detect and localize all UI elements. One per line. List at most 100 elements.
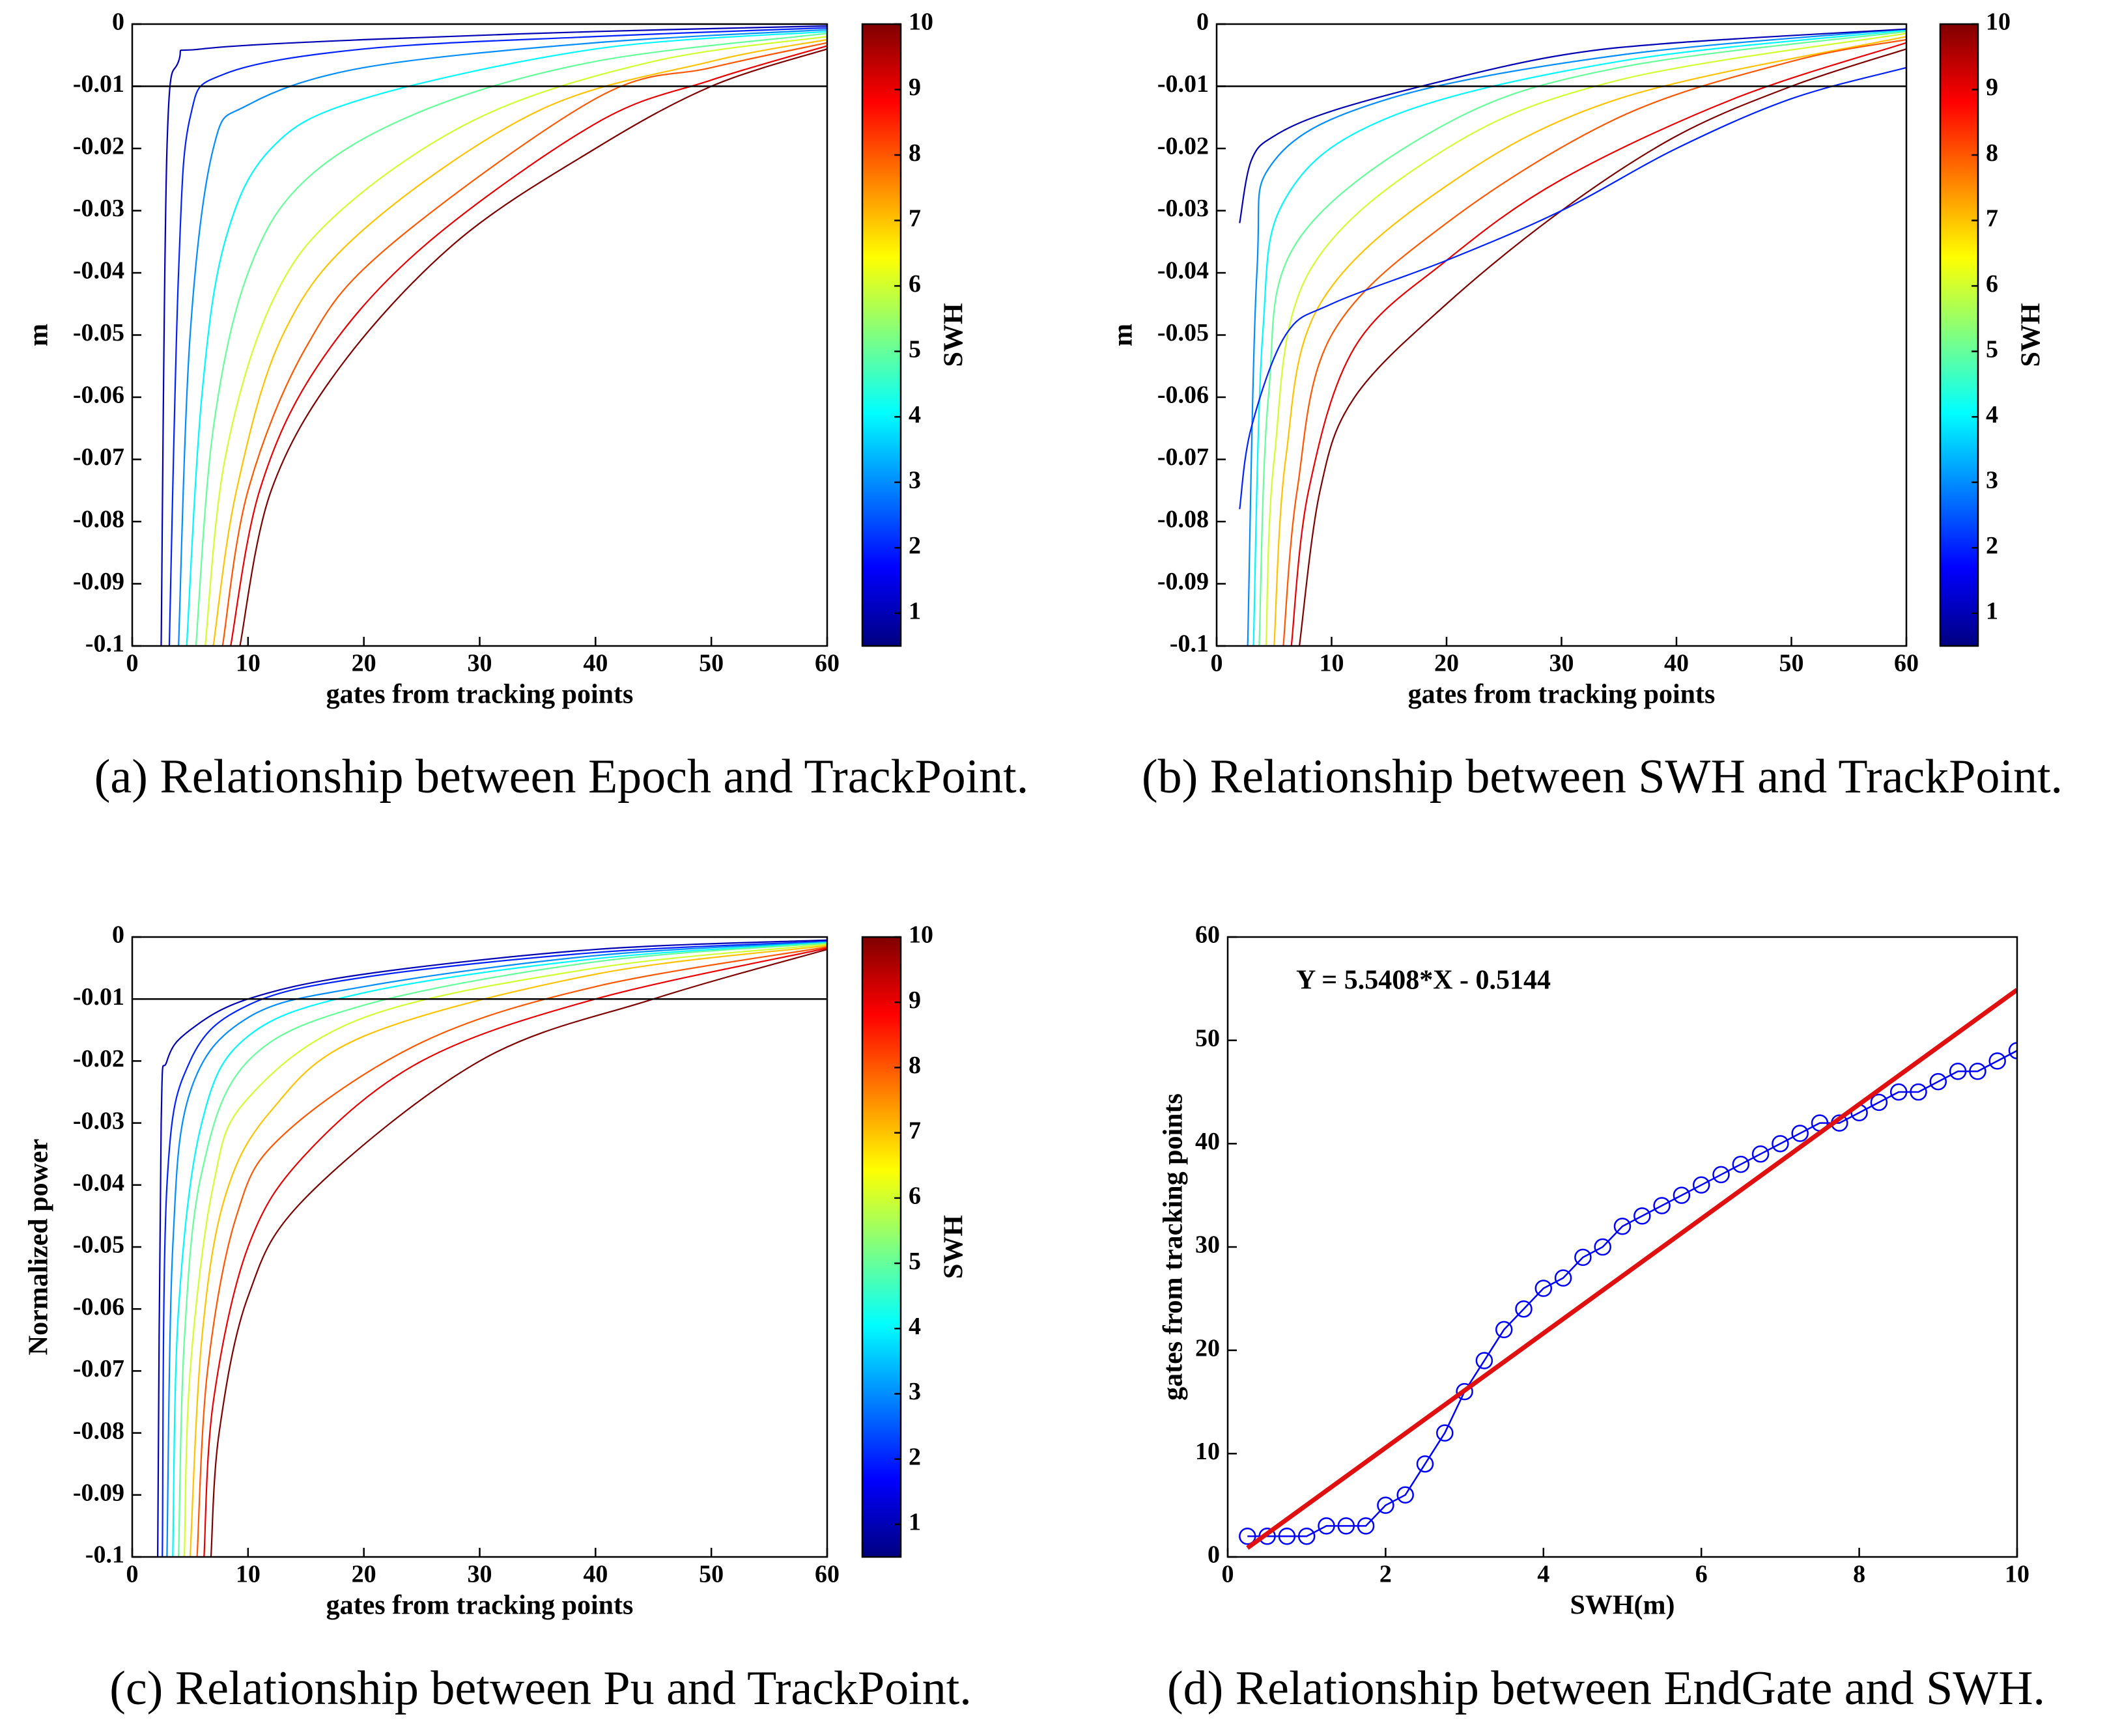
marker <box>2008 1042 2017 1059</box>
y-tick-label: -0.06 <box>1157 382 1209 409</box>
colorbar-tick-label: 2 <box>909 532 921 559</box>
x-tick-label: 4 <box>1537 1561 1549 1588</box>
y-tick-label: -0.04 <box>73 257 124 285</box>
x-tick-label: 30 <box>1549 650 1574 677</box>
curve <box>204 36 827 646</box>
panel: 0 10 20 30 40 50 60 0 -0.01 -0.02 -0.03 -0.04 -0.05 -… <box>24 8 1029 804</box>
colorbar-tick-label: 5 <box>1986 335 1998 363</box>
y-tick-label: -0.04 <box>73 1169 124 1197</box>
x-axis-label: gates from tracking points <box>1408 680 1716 710</box>
x-tick-label: 60 <box>815 650 840 677</box>
y-tick-label: 0 <box>112 921 124 949</box>
colorbar-tick-label: 1 <box>1986 597 1998 624</box>
y-tick-label: -0.08 <box>73 506 124 533</box>
colorbar-tick-label: 2 <box>909 1443 921 1470</box>
curve <box>1282 38 1906 646</box>
colorbar-tick-label: 2 <box>1986 532 1998 559</box>
curve <box>230 45 827 646</box>
marker <box>1910 1083 1927 1101</box>
panel: 0 2 4 6 8 10 0 10 20 30 40 50 60 SWH(m) gates from tra… <box>1159 921 2045 1715</box>
curve <box>189 945 827 1557</box>
curve <box>1239 28 1906 223</box>
colorbar-tick-label: 6 <box>909 270 921 298</box>
colorbar-tick-label: 8 <box>909 139 921 167</box>
plot-area <box>132 25 827 646</box>
colorbar-label: SWH <box>939 1215 969 1279</box>
colorbar-label: SWH <box>2016 303 2046 367</box>
x-tick-label: 60 <box>1894 650 1919 677</box>
x-tick-label: 6 <box>1695 1561 1708 1588</box>
x-tick-label: 20 <box>1434 650 1459 677</box>
x-tick-label: 50 <box>699 1561 724 1588</box>
curve <box>166 941 827 1557</box>
curve <box>1247 1050 2017 1537</box>
x-tick-label: 30 <box>468 1561 492 1588</box>
y-tick-label: -0.02 <box>73 133 124 160</box>
y-tick-label: -0.09 <box>1157 568 1209 595</box>
colorbar <box>1939 23 1979 647</box>
colorbar-tick-label: 1 <box>909 597 921 624</box>
x-tick-label: 10 <box>1320 650 1344 677</box>
curve <box>212 38 827 646</box>
colorbar-tick-label: 7 <box>909 1117 921 1144</box>
panel: 0 10 20 30 40 50 60 0 -0.01 -0.02 -0.03 -0.04 -0.05 -… <box>24 921 972 1715</box>
y-tick-label: 0 <box>1208 1541 1220 1569</box>
curve <box>195 33 827 646</box>
y-tick-label: 0 <box>1196 8 1209 36</box>
marker <box>1436 1424 1454 1442</box>
y-tick-label: -0.03 <box>1157 195 1209 222</box>
marker <box>1574 1248 1592 1267</box>
curve <box>1273 36 1906 646</box>
colorbar-tick-label: 9 <box>1986 74 1998 101</box>
y-tick-label: -0.01 <box>1157 70 1209 98</box>
marker <box>1969 1063 1986 1080</box>
marker <box>1515 1300 1533 1318</box>
marker <box>1673 1186 1691 1204</box>
plot-area <box>1239 988 2017 1550</box>
curve <box>1265 33 1906 646</box>
curve <box>203 947 827 1557</box>
curve <box>1247 28 1906 646</box>
x-tick-label: 30 <box>468 650 492 677</box>
marker <box>1534 1280 1553 1297</box>
x-tick-label: 2 <box>1379 1561 1392 1588</box>
x-tick-label: 10 <box>236 1561 261 1588</box>
x-tick-label: 50 <box>699 650 724 677</box>
colorbar-tick-label: 7 <box>1986 204 1998 232</box>
x-tick-label: 0 <box>1211 650 1223 677</box>
y-axis-label: m <box>1109 324 1138 346</box>
curve <box>239 48 827 646</box>
marker <box>1732 1155 1750 1173</box>
curve <box>186 31 827 646</box>
y-tick-label: -0.03 <box>73 1107 124 1134</box>
y-tick-label: 10 <box>1195 1438 1220 1465</box>
plot-area <box>1217 28 1906 646</box>
y-tick-label: -0.04 <box>1157 257 1209 285</box>
marker <box>1239 1528 1256 1545</box>
y-tick-label: -0.08 <box>73 1417 124 1444</box>
y-tick-label: -0.05 <box>1157 319 1209 346</box>
y-tick-label: -0.08 <box>1157 506 1209 533</box>
marker <box>1791 1125 1809 1142</box>
y-tick-label: -0.07 <box>1157 443 1209 471</box>
x-tick-label: 60 <box>815 1561 840 1588</box>
y-tick-label: 50 <box>1195 1024 1220 1052</box>
marker <box>1357 1517 1375 1535</box>
colorbar-label: SWH <box>939 303 969 367</box>
y-tick-label: -0.02 <box>1157 133 1209 160</box>
colorbar-tick-label: 3 <box>1986 466 1998 494</box>
marker <box>1988 1052 2006 1070</box>
curve <box>1298 48 1906 646</box>
panel: 0 10 20 30 40 50 60 0 -0.01 -0.02 -0.03 -0.04 -0.05 -… <box>1109 8 2063 804</box>
curve <box>168 27 827 646</box>
caption: (c) Relationship between Pu and TrackPoi… <box>109 1662 972 1715</box>
x-tick-label: 40 <box>1664 650 1689 677</box>
y-tick-label: -0.07 <box>73 1355 124 1382</box>
y-tick-label: -0.02 <box>73 1045 124 1072</box>
caption: (a) Relationship between Epoch and Track… <box>94 750 1029 804</box>
x-tick-label: 0 <box>126 1561 139 1588</box>
colorbar-tick-label: 6 <box>1986 270 1998 298</box>
marker <box>1870 1093 1888 1112</box>
colorbar-tick-label: 4 <box>909 401 921 428</box>
